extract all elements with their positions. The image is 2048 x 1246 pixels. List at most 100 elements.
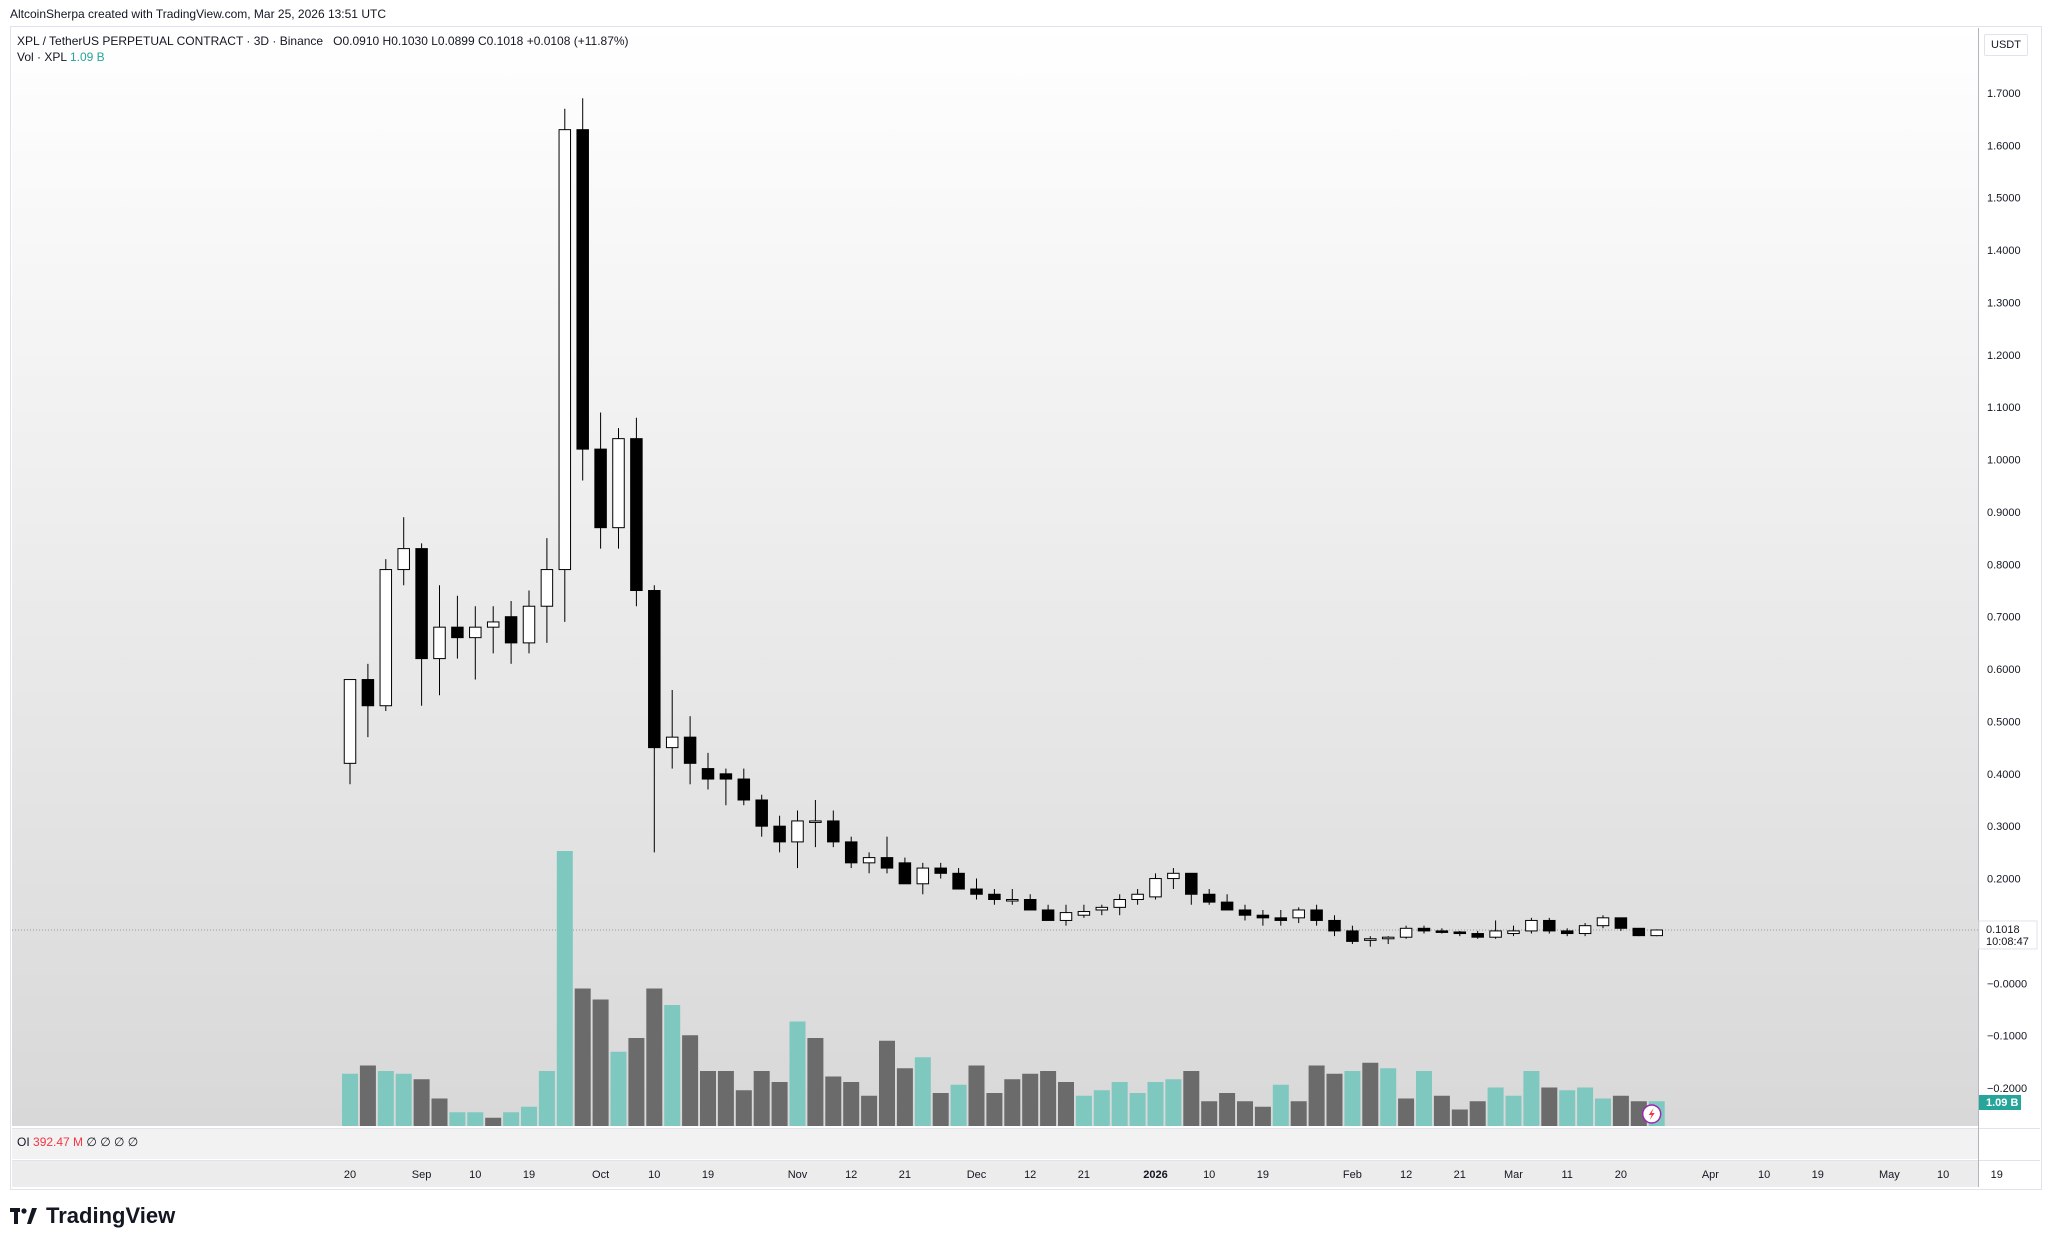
volume-bar bbox=[413, 1079, 430, 1126]
candle-body bbox=[522, 605, 536, 644]
candle-body bbox=[504, 616, 518, 644]
candle-body bbox=[1185, 872, 1198, 895]
candle-body bbox=[1274, 917, 1288, 921]
time-tick-label: Dec bbox=[967, 1169, 987, 1181]
volume-bar bbox=[879, 1040, 895, 1126]
candle-body bbox=[862, 857, 876, 864]
price-tick-label: 1.5000 bbox=[1987, 193, 2021, 205]
ohlc-close-value: 0.1018 bbox=[486, 34, 524, 48]
time-tick-label: Oct bbox=[592, 1169, 609, 1181]
last-price-label: 0.1018 bbox=[1986, 924, 2020, 936]
candle-body bbox=[809, 820, 822, 823]
volume-bar bbox=[1201, 1101, 1218, 1126]
candle-body bbox=[683, 736, 697, 764]
time-tick-label: 20 bbox=[344, 1169, 356, 1181]
candle-body bbox=[576, 129, 589, 450]
candle-body bbox=[880, 857, 894, 869]
volume-bar bbox=[538, 1071, 555, 1126]
volume-bar bbox=[914, 1057, 931, 1126]
candle-body bbox=[1220, 901, 1234, 911]
volume-bar bbox=[896, 1068, 913, 1126]
volume-bar bbox=[1398, 1098, 1415, 1126]
volume-bar bbox=[1416, 1071, 1432, 1126]
candle-body bbox=[415, 548, 428, 660]
volume-bar bbox=[1541, 1087, 1558, 1126]
candle-body bbox=[630, 438, 643, 592]
volume-badge-label: 1.09 B bbox=[1986, 1097, 2018, 1109]
volume-bar bbox=[1272, 1084, 1289, 1126]
time-tick-label: 12 bbox=[1400, 1169, 1412, 1181]
volume-bar bbox=[1612, 1095, 1629, 1126]
volume-bar bbox=[359, 1065, 376, 1126]
tradingview-logo-icon bbox=[10, 1208, 37, 1224]
time-tick-label: 2026 bbox=[1143, 1169, 1167, 1181]
currency-button[interactable]: USDT bbox=[1984, 34, 2028, 56]
volume-bar bbox=[753, 1071, 770, 1126]
time-tick-label: 10 bbox=[648, 1169, 660, 1181]
volume-bar bbox=[574, 988, 591, 1126]
volume-bar bbox=[610, 1051, 627, 1126]
volume-bar bbox=[1308, 1065, 1325, 1126]
time-tick-label: 11 bbox=[1561, 1169, 1572, 1181]
symbol-label[interactable]: XPL / TetherUS PERPETUAL CONTRACT · 3D ·… bbox=[17, 34, 324, 48]
volume-bar bbox=[789, 1021, 806, 1126]
candle-body bbox=[379, 569, 393, 707]
candle-body bbox=[1632, 927, 1646, 937]
volume-bar bbox=[1362, 1062, 1379, 1126]
oi-label[interactable]: OI bbox=[17, 1135, 30, 1149]
candle-body bbox=[558, 129, 572, 571]
candle-body bbox=[343, 679, 357, 764]
oi-pane bbox=[12, 1129, 1978, 1159]
time-tick-label: Nov bbox=[788, 1169, 808, 1181]
countdown-label: 10:08:47 bbox=[1986, 936, 2029, 948]
volume-bar bbox=[1344, 1071, 1361, 1126]
volume-bar bbox=[932, 1093, 949, 1126]
price-tick-label: 1.1000 bbox=[1987, 402, 2021, 414]
time-tick-label: 19 bbox=[1257, 1169, 1269, 1181]
ohlc-open-label: O bbox=[333, 34, 343, 48]
price-tick-label: 1.2000 bbox=[1987, 350, 2021, 362]
candle-body bbox=[1525, 919, 1538, 932]
price-tick-label: −0.1000 bbox=[1987, 1031, 2027, 1043]
volume-bar bbox=[1630, 1101, 1647, 1126]
brand-name: TradingView bbox=[46, 1203, 176, 1228]
oi-pane-legend: OI 392.47 M ∅ ∅ ∅ ∅ bbox=[17, 1135, 138, 1149]
candle-body bbox=[988, 893, 1001, 900]
volume-bar bbox=[1129, 1093, 1146, 1126]
volume-bar bbox=[700, 1071, 716, 1126]
time-tick-label: 10 bbox=[1937, 1169, 1949, 1181]
attribution-text: AltcoinSherpa created with TradingView.c… bbox=[10, 7, 386, 21]
price-tick-label: −0.0000 bbox=[1987, 978, 2027, 990]
price-tick-label: 0.6000 bbox=[1987, 664, 2021, 676]
ohlc-high-value: 0.1030 bbox=[391, 34, 428, 48]
candle-body bbox=[612, 438, 625, 529]
volume-bar bbox=[1111, 1082, 1128, 1126]
ohlc-close-label: C bbox=[477, 34, 487, 48]
volume-bar bbox=[1290, 1101, 1307, 1126]
price-tick-label: 1.0000 bbox=[1987, 455, 2021, 467]
price-tick-label: 1.6000 bbox=[1987, 140, 2021, 152]
volume-bar bbox=[1058, 1082, 1074, 1126]
tradingview-logo[interactable]: TradingView bbox=[10, 1203, 175, 1229]
candle-body bbox=[1650, 929, 1663, 937]
volume-bar bbox=[1219, 1093, 1236, 1126]
chart-background bbox=[12, 28, 1978, 1126]
lightning-glyph bbox=[1648, 1108, 1655, 1120]
volume-bar bbox=[664, 1005, 681, 1126]
price-tick-label: 0.8000 bbox=[1987, 559, 2021, 571]
candle-body bbox=[1578, 925, 1592, 935]
time-tick-label: 19 bbox=[1991, 1169, 2003, 1181]
volume-bar bbox=[342, 1073, 358, 1126]
candle-body bbox=[1489, 930, 1502, 938]
candle-body bbox=[1006, 898, 1019, 902]
candle-body bbox=[1507, 930, 1520, 935]
candle-body bbox=[451, 626, 464, 639]
chart-legend: XPL / TetherUS PERPETUAL CONTRACT · 3D ·… bbox=[17, 33, 629, 65]
candle-body bbox=[665, 736, 679, 749]
volume-bar bbox=[735, 1090, 752, 1126]
volume-badge-bg bbox=[1979, 1095, 2021, 1110]
volume-legend-label[interactable]: Vol · XPL bbox=[17, 50, 67, 64]
candle-body bbox=[1149, 878, 1162, 898]
candle-body bbox=[1435, 930, 1449, 933]
